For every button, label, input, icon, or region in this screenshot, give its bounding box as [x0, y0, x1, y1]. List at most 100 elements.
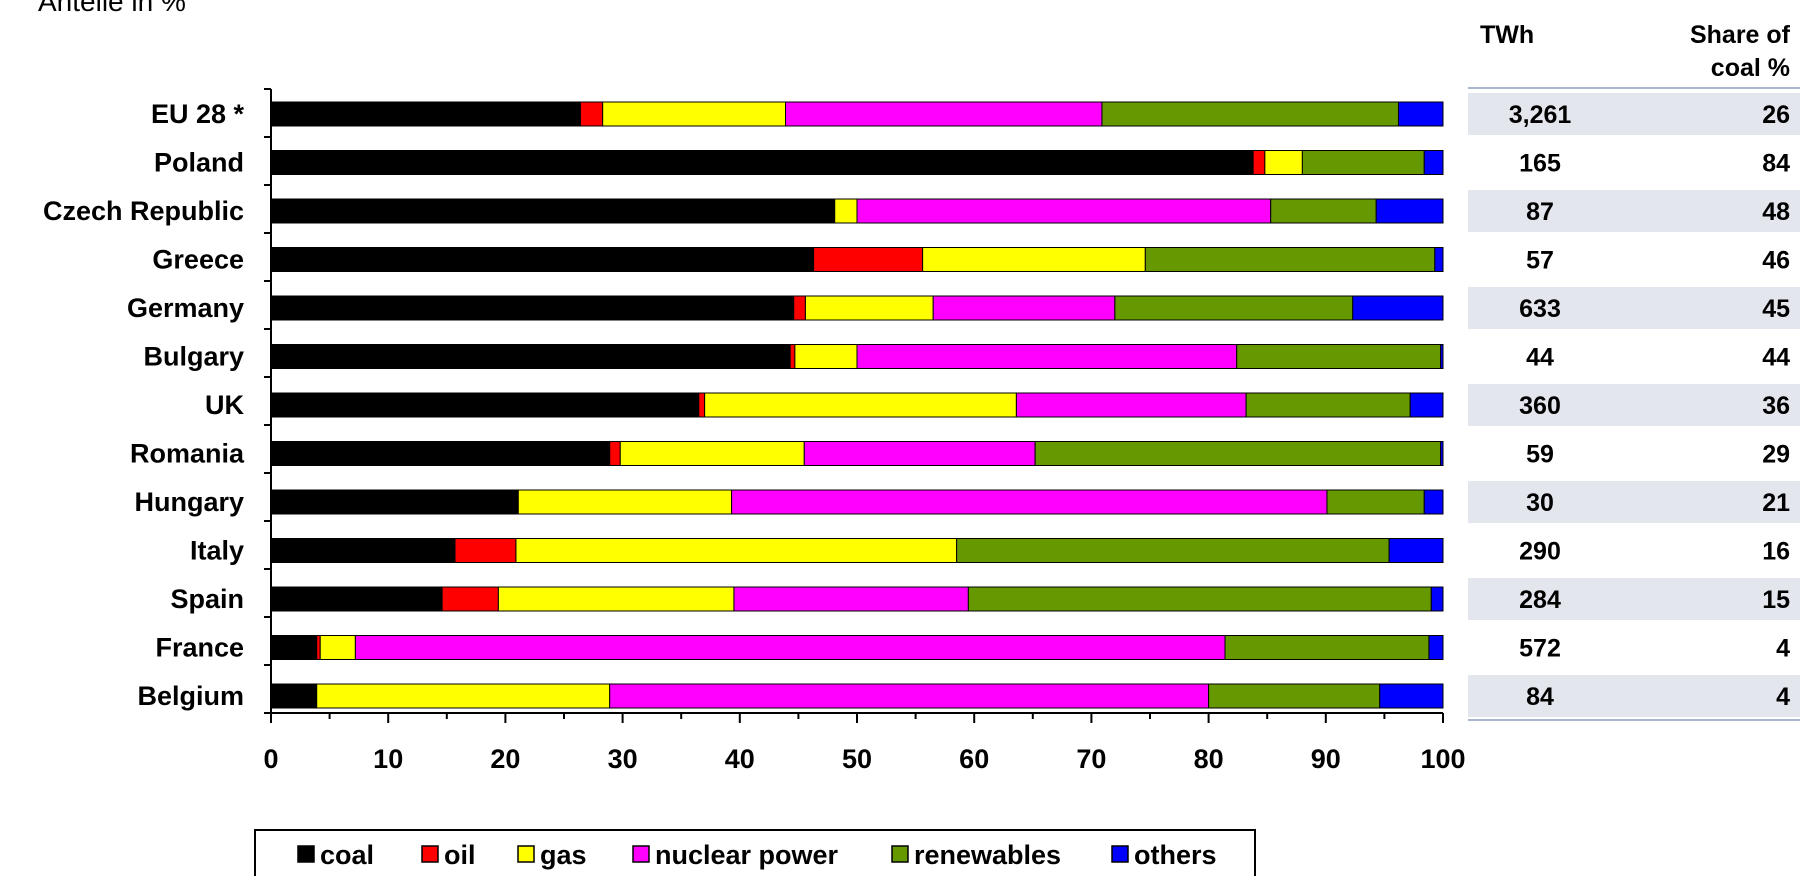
bar-czech-republic-nuclear-power: [856, 198, 1272, 224]
category-label-italy: Italy: [190, 536, 244, 566]
table-stripe: [1468, 481, 1800, 523]
table-cell-share: 21: [1762, 489, 1790, 517]
table-top-rule: [1468, 87, 1800, 89]
legend-label-oil: oil: [444, 840, 476, 870]
table-stripe: [1468, 287, 1800, 329]
x-tick-label: 20: [490, 744, 520, 774]
legend-swatch-nuclear-power: [632, 845, 650, 863]
bar-uk-gas: [704, 392, 1017, 418]
table-cell-twh: 59: [1526, 441, 1554, 469]
category-label-eu-28: EU 28 *: [151, 99, 245, 129]
bar-bulgary-coal: [270, 344, 791, 369]
table-cell-share: 29: [1762, 441, 1790, 469]
bar-romania-gas: [619, 441, 805, 466]
x-tick-label: 90: [1311, 744, 1341, 774]
bar-italy-coal: [270, 538, 456, 563]
table-cell-twh: 284: [1519, 586, 1561, 614]
bar-germany-coal: [270, 295, 795, 321]
bar-eu-28-nuclear-power: [785, 101, 1103, 127]
category-label-uk: UK: [205, 390, 244, 420]
table-cell-twh: 290: [1519, 538, 1561, 566]
table-stripe: [1468, 675, 1800, 717]
bar-uk-others: [1409, 392, 1444, 418]
bar-eu-28-oil: [579, 101, 604, 127]
bar-hungary-renewables: [1326, 489, 1425, 515]
bar-bulgary-gas: [794, 344, 858, 369]
table-cell-twh: 30: [1526, 489, 1554, 517]
bar-czech-republic-renewables: [1270, 198, 1377, 224]
bar-france-renewables: [1224, 635, 1430, 660]
legend-swatch-renewables: [891, 845, 909, 863]
bar-bulgary-oil: [789, 344, 796, 369]
bar-bulgary-renewables: [1236, 344, 1442, 369]
category-label-czech-republic: Czech Republic: [43, 196, 244, 226]
table-cell-twh: 360: [1519, 392, 1561, 420]
bar-france-oil: [316, 635, 321, 660]
category-label-france: France: [155, 633, 244, 663]
bar-belgium-others: [1379, 683, 1444, 709]
x-tick-label: 30: [608, 744, 638, 774]
bar-germany-gas: [804, 295, 934, 321]
bar-romania-coal: [270, 441, 611, 466]
table-stripe: [1468, 384, 1800, 426]
bar-greece-others: [1434, 247, 1444, 272]
bar-greece-gas: [922, 247, 1146, 272]
category-label-germany: Germany: [127, 293, 244, 323]
bar-czech-republic-others: [1375, 198, 1444, 224]
bar-romania-others: [1440, 441, 1444, 466]
x-tick-label: 80: [1194, 744, 1224, 774]
table-cell-share: 45: [1762, 295, 1790, 323]
bar-bulgary-nuclear-power: [856, 344, 1238, 369]
bar-eu-28-others: [1397, 101, 1444, 127]
bar-spain-others: [1430, 586, 1444, 612]
x-tick-labels: 0 10 20 30 40 50 60 70 80 90 100: [263, 744, 1465, 774]
bar-poland-others: [1423, 150, 1444, 175]
bar-italy-others: [1388, 538, 1444, 563]
table-cell-share: 48: [1762, 198, 1790, 226]
bar-uk-nuclear-power: [1015, 392, 1247, 418]
category-labels: EU 28 * Poland Czech Republic Greece Germany…: [43, 99, 245, 711]
bar-romania-renewables: [1034, 441, 1442, 466]
bar-poland-coal: [270, 150, 1254, 175]
legend-label-gas: gas: [540, 840, 587, 870]
bar-belgium-coal: [270, 683, 318, 709]
bar-czech-republic-coal: [270, 198, 836, 224]
bar-italy-gas: [515, 538, 958, 563]
bar-germany-oil: [793, 295, 806, 321]
bar-uk-oil: [698, 392, 706, 418]
bar-spain-renewables: [967, 586, 1432, 612]
table-cell-twh: 87: [1526, 198, 1554, 226]
bar-germany-others: [1352, 295, 1444, 321]
bar-hungary-nuclear-power: [731, 489, 1328, 515]
bar-france-coal: [270, 635, 318, 660]
bar-eu-28-renewables: [1101, 101, 1399, 127]
bar-czech-republic-gas: [834, 198, 858, 224]
bar-greece-coal: [270, 247, 815, 272]
bar-poland-renewables: [1301, 150, 1425, 175]
legend-label-others: others: [1134, 840, 1217, 870]
table-background: [1468, 87, 1800, 721]
table-cell-twh: 44: [1526, 344, 1554, 372]
category-label-poland: Poland: [154, 148, 244, 178]
legend-swatch-others: [1111, 845, 1129, 863]
bar-france-nuclear-power: [354, 635, 1226, 660]
table-cell-share: 26: [1762, 101, 1790, 129]
bar-greece-renewables: [1144, 247, 1436, 272]
data-table: TWh Share of coal % 3,261 26 165 84 87 48 57 46 633…: [1480, 21, 1791, 711]
bar-poland-gas: [1264, 150, 1303, 175]
x-tick-label: 60: [959, 744, 989, 774]
bar-germany-nuclear-power: [932, 295, 1116, 321]
table-cell-share: 84: [1762, 150, 1790, 178]
bar-hungary-others: [1423, 489, 1444, 515]
bar-greece-oil: [813, 247, 924, 272]
table-stripe: [1468, 93, 1800, 135]
table-cell-twh: 572: [1519, 635, 1561, 663]
table-cell-share: 4: [1776, 683, 1790, 711]
table-cell-share: 4: [1776, 635, 1790, 663]
category-label-bulgary: Bulgary: [143, 342, 244, 372]
bar-uk-coal: [270, 392, 700, 418]
table-header-share-line1: Share of: [1690, 21, 1791, 49]
legend: coal oil gas nuclear power renewables others: [254, 829, 1256, 876]
table-header-twh: TWh: [1480, 21, 1534, 49]
